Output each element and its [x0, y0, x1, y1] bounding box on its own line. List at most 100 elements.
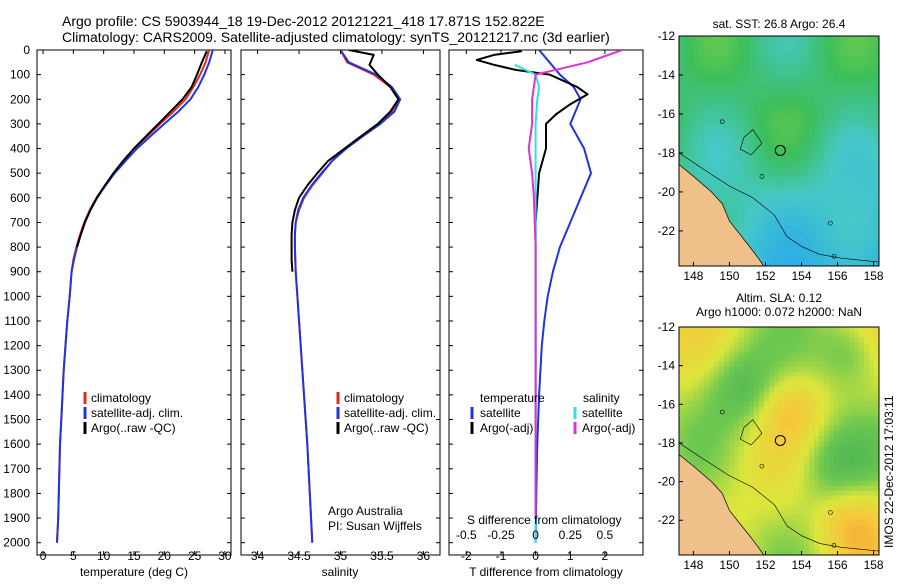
- map-cell: [814, 136, 820, 142]
- map-cell: [759, 445, 765, 452]
- map-cell: [784, 376, 790, 382]
- map-cell: [779, 500, 785, 506]
- map-cell: [864, 171, 870, 177]
- map-cell: [844, 411, 850, 417]
- map-cell: [859, 116, 865, 122]
- map-cell: [774, 251, 780, 257]
- map-cell: [684, 136, 690, 142]
- map-cell: [769, 71, 775, 77]
- map-cell: [844, 346, 850, 353]
- map-cell: [859, 151, 865, 157]
- map-cell: [839, 66, 845, 72]
- map-cell: [744, 226, 750, 232]
- map-cell: [779, 96, 785, 102]
- map-cell: [794, 480, 800, 487]
- map-cell: [849, 76, 855, 82]
- map-cell: [769, 96, 775, 102]
- map-cell: [679, 76, 685, 82]
- map-cell: [724, 391, 730, 397]
- map-cell: [754, 426, 760, 432]
- map-cell: [734, 116, 740, 122]
- map-cell: [684, 81, 690, 87]
- map-cell: [874, 465, 879, 472]
- map-cell: [754, 61, 760, 67]
- map-cell: [714, 131, 720, 137]
- map-cell: [834, 86, 840, 92]
- map-cell: [829, 176, 835, 182]
- map-cell: [704, 51, 710, 57]
- map-cell: [834, 116, 840, 122]
- map-cell: [764, 356, 770, 363]
- map-cell: [844, 201, 850, 207]
- map-cell: [869, 196, 875, 202]
- map-cell: [769, 436, 775, 442]
- map-cell: [824, 251, 830, 257]
- map-cell: [764, 141, 770, 147]
- island-outline: [719, 119, 725, 125]
- map-cell: [834, 475, 840, 482]
- map-cell: [759, 131, 765, 137]
- map-cell: [774, 226, 780, 232]
- map-cell: [789, 406, 795, 412]
- map-cell: [824, 46, 830, 52]
- map-cell: [679, 416, 685, 422]
- map-cell: [749, 136, 755, 142]
- map-cell: [764, 351, 770, 358]
- map-cell: [819, 156, 825, 162]
- map-cell: [799, 241, 805, 247]
- map-cell: [854, 470, 860, 477]
- map-cell: [739, 381, 745, 387]
- map-cell: [729, 111, 735, 117]
- map-cell: [774, 336, 780, 343]
- map-cell: [794, 475, 800, 482]
- map-cell: [714, 445, 720, 452]
- map-cell: [809, 401, 815, 407]
- map-cell: [854, 176, 860, 182]
- map-cell: [819, 191, 825, 197]
- map-cell: [754, 41, 760, 47]
- map-cell: [784, 261, 790, 266]
- map-cell: [744, 46, 750, 52]
- map-cell: [794, 176, 800, 182]
- map-cell: [874, 455, 879, 462]
- map-cell: [789, 495, 795, 501]
- map-cell: [809, 550, 815, 555]
- map-cell: [844, 191, 850, 197]
- map-cell: [869, 156, 875, 162]
- map-cell: [779, 535, 785, 541]
- map-cell: [719, 396, 725, 402]
- map-cell: [749, 485, 755, 491]
- map-cell: [704, 146, 710, 152]
- map-cell: [729, 431, 735, 437]
- map-cell: [799, 376, 805, 382]
- map-cell: [819, 396, 825, 402]
- map-cell: [814, 391, 820, 397]
- map-cell: [869, 441, 875, 447]
- map-cell: [864, 96, 870, 102]
- map-cell: [784, 211, 790, 217]
- map-cell: [694, 46, 700, 52]
- difference-top-tick-label: -0.25: [487, 528, 515, 542]
- map-cell: [869, 401, 875, 407]
- map-cell: [794, 411, 800, 417]
- depth-tick-label: 1800: [3, 486, 30, 500]
- map-cell: [739, 460, 745, 467]
- map-cell: [809, 331, 815, 338]
- map-cell: [789, 221, 795, 227]
- map-cell: [784, 226, 790, 232]
- map-cell: [769, 431, 775, 437]
- map-cell: [779, 475, 785, 482]
- map-cell: [759, 406, 765, 412]
- map-cell: [734, 76, 740, 82]
- map-cell: [874, 56, 879, 62]
- header-line1: Argo profile: CS 5903944_18 19-Dec-2012 …: [62, 13, 545, 29]
- map-cell: [729, 495, 735, 501]
- map-cell: [729, 41, 735, 47]
- map-cell: [824, 475, 830, 482]
- map-cell: [799, 381, 805, 387]
- map-cell: [744, 475, 750, 482]
- map-cell: [874, 416, 879, 422]
- map-cell: [824, 346, 830, 353]
- map-cell: [869, 411, 875, 417]
- map-cell: [804, 151, 810, 157]
